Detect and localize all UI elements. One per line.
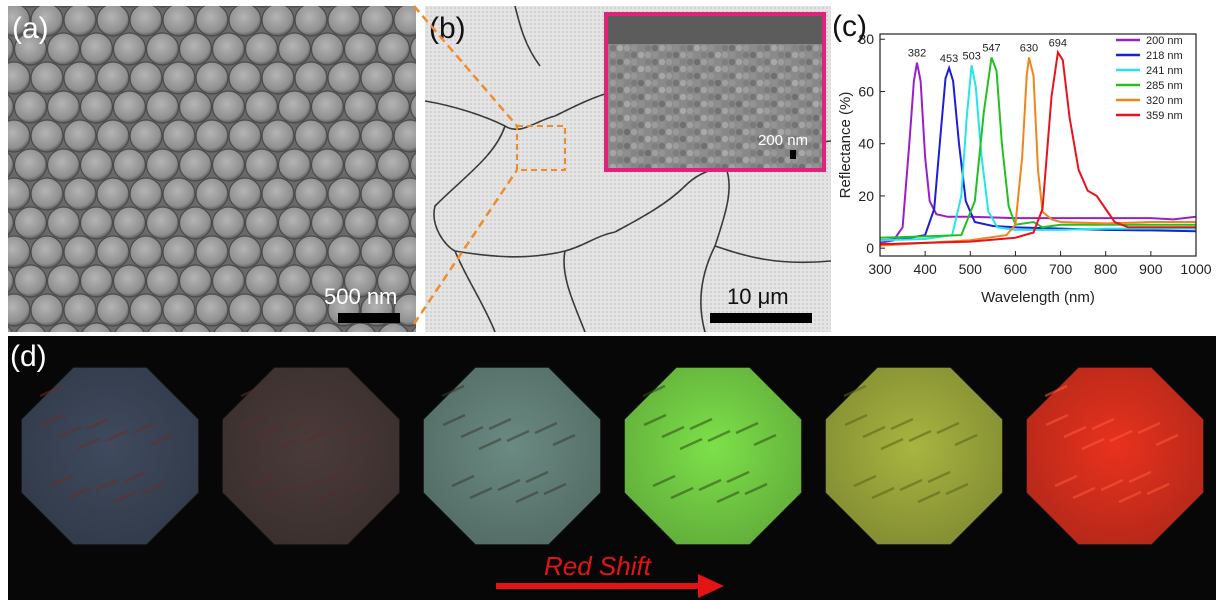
panel-label-a: (a) (12, 12, 49, 45)
y-tick-label: 0 (866, 240, 874, 256)
scale-label-b: 10 μm (727, 284, 789, 309)
sample-octagon-2 (221, 366, 401, 546)
x-tick-label: 900 (1139, 261, 1163, 277)
samples-row (20, 366, 1205, 598)
sem-image-b: 200 nm (b) 10 μm (425, 6, 831, 332)
inset-scale-bar (790, 150, 796, 159)
series-line-0 (879, 62, 1197, 244)
sample-octagon-3 (422, 366, 602, 546)
peak-label: 630 (1020, 43, 1038, 55)
plot-frame (879, 33, 1197, 257)
inset-image (608, 16, 822, 168)
red-shift-label: Red Shift (544, 551, 651, 581)
sample-octagon-1 (20, 366, 200, 546)
sample-photos: (d) Red Shift (8, 336, 1216, 600)
red-shift-arrow-head (698, 574, 724, 598)
x-tick-label: 500 (959, 261, 983, 277)
x-tick-label: 800 (1094, 261, 1118, 277)
y-tick-label: 60 (858, 83, 874, 99)
x-tick-label: 600 (1004, 261, 1028, 277)
panel-label-c: (c) (834, 10, 867, 43)
legend-entry: 200 nm (1146, 35, 1183, 47)
y-tick-label: 20 (858, 188, 874, 204)
sem-image-a: (a) 500 nm (8, 6, 416, 332)
sample-octagon-4 (623, 366, 803, 546)
x-tick-label: 1000 (1180, 261, 1211, 277)
x-tick-label: 300 (868, 261, 892, 277)
scale-bar-a (338, 313, 400, 323)
peak-label: 694 (1049, 37, 1067, 49)
peak-label: 382 (908, 48, 926, 60)
legend-entry: 320 nm (1146, 95, 1183, 107)
panel-label-d: (d) (10, 340, 47, 373)
legend-entry: 359 nm (1146, 110, 1183, 122)
x-tick-label: 400 (913, 261, 937, 277)
peak-label: 547 (982, 43, 1000, 55)
peak-label: 453 (940, 53, 958, 65)
y-tick-label: 80 (858, 31, 874, 47)
scale-label-a: 500 nm (324, 284, 398, 309)
peak-label: 503 (962, 50, 980, 62)
series-line-4 (879, 57, 1196, 247)
reflectance-chart: 382 453 503 547 630 694 300 400 500 600 700 800 900… (834, 0, 1218, 335)
series-line-2 (879, 65, 1196, 242)
series-line-5 (879, 49, 1196, 246)
x-axis-label: Wavelength (nm) (981, 289, 1095, 306)
panel-label-b: (b) (429, 12, 466, 45)
scale-bar-b (710, 313, 812, 323)
x-tick-label: 700 (1049, 261, 1073, 277)
sample-octagon-5 (824, 366, 1004, 546)
legend-entry: 241 nm (1146, 65, 1183, 77)
legend-entry: 218 nm (1146, 50, 1183, 62)
y-axis-label: Reflectance (%) (837, 92, 854, 199)
cross-section-inset: 200 nm (604, 12, 826, 172)
inset-scale-label: 200 nm (758, 132, 809, 149)
series-line-3 (879, 57, 1196, 239)
legend-entry: 285 nm (1146, 80, 1183, 92)
y-tick-label: 40 (858, 136, 874, 152)
zoom-lines (412, 5, 519, 325)
sample-octagon-6 (1025, 366, 1205, 546)
sphere-array (8, 6, 416, 332)
